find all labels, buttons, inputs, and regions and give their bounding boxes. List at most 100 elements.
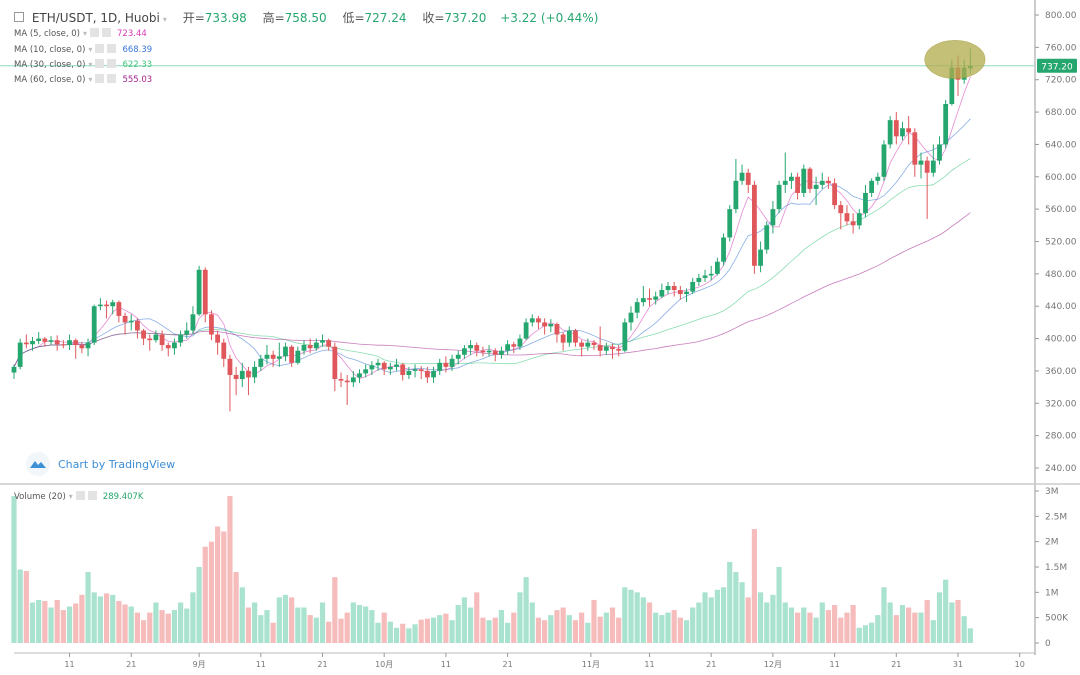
candle-body xyxy=(826,180,831,184)
chevron-down-icon[interactable]: ▾ xyxy=(88,45,93,54)
candle-body xyxy=(209,314,214,335)
candle-body xyxy=(764,225,770,250)
volume-bar xyxy=(690,607,696,643)
candle-body xyxy=(326,340,332,347)
ma30-legend[interactable]: MA (30, close, 0) ▾ 622.33 xyxy=(14,59,152,70)
volume-bar xyxy=(869,622,875,643)
close-icon[interactable] xyxy=(107,59,117,68)
ma5-legend[interactable]: MA (5, close, 0) ▾ 723.44 xyxy=(14,28,147,39)
candle-body xyxy=(67,340,72,346)
candle-body xyxy=(283,346,288,357)
settings-icon[interactable] xyxy=(75,491,85,500)
candle-body xyxy=(912,132,918,165)
candle-body xyxy=(801,168,807,193)
candle-body xyxy=(202,269,208,315)
volume-bar xyxy=(208,541,215,643)
candle-body xyxy=(313,342,319,349)
volume-bar xyxy=(727,561,733,643)
volume-bar xyxy=(511,612,517,643)
volume-bar xyxy=(535,617,542,643)
candle-body xyxy=(135,320,140,331)
candle-body xyxy=(320,340,325,343)
candle-body xyxy=(770,209,776,226)
candle-body xyxy=(60,344,66,346)
candle-body xyxy=(887,120,893,145)
tradingview-watermark[interactable]: Chart by TradingView xyxy=(26,452,175,476)
candle-body xyxy=(573,330,578,343)
volume-bar xyxy=(887,602,893,643)
price-tick-label: 480.00 xyxy=(1045,270,1077,280)
settings-icon[interactable] xyxy=(95,44,105,53)
symbol-title[interactable]: ETH/USDT, 1D, Huobi xyxy=(31,11,160,25)
settings-icon[interactable] xyxy=(95,59,105,68)
chevron-down-icon[interactable]: ▾ xyxy=(88,75,93,84)
price-tick-label: 320.00 xyxy=(1045,399,1077,409)
candle-body xyxy=(838,205,844,214)
candle-body xyxy=(869,180,875,193)
candle-body xyxy=(412,369,418,371)
time-tick-label: 21 xyxy=(706,660,716,669)
volume-bar xyxy=(881,587,887,643)
volume-bar xyxy=(486,620,492,643)
candle-body xyxy=(610,346,615,350)
candle-body xyxy=(807,168,813,189)
volume-bar xyxy=(264,610,270,643)
close-icon[interactable] xyxy=(107,44,117,53)
candle-body xyxy=(906,128,912,133)
candle-body xyxy=(881,144,887,177)
candle-body xyxy=(579,342,585,347)
price-tick-label: 640.00 xyxy=(1045,140,1077,150)
ma10-legend[interactable]: MA (10, close, 0) ▾ 668.39 xyxy=(14,44,152,55)
chevron-down-icon[interactable]: ▾ xyxy=(83,29,88,38)
candle-body xyxy=(566,330,572,343)
volume-bar xyxy=(363,606,369,643)
volume-bar xyxy=(270,622,276,643)
candle-body xyxy=(739,172,745,181)
chevron-down-icon[interactable]: ▾ xyxy=(68,492,73,501)
chevron-down-icon[interactable]: ▾ xyxy=(88,60,93,69)
volume-bar xyxy=(782,602,788,643)
candle-body xyxy=(215,334,221,343)
time-tick-label: 21 xyxy=(891,660,901,669)
candle-body xyxy=(517,338,523,347)
volume-bar xyxy=(646,602,653,643)
candle-body xyxy=(153,334,159,341)
volume-bar xyxy=(190,592,196,643)
volume-tick-label: 2.5M xyxy=(1045,512,1067,522)
candle-body xyxy=(227,358,233,375)
volume-bar xyxy=(116,600,122,643)
close-value: 737.20 xyxy=(444,11,487,25)
ma60-legend[interactable]: MA (60, close, 0) ▾ 555.03 xyxy=(14,74,152,85)
candle-body xyxy=(233,374,239,380)
close-icon[interactable] xyxy=(107,74,117,83)
volume-bar xyxy=(628,589,634,643)
volume-bar xyxy=(252,602,258,643)
volume-bar xyxy=(387,621,393,643)
chevron-down-icon[interactable]: ▾ xyxy=(162,15,167,24)
time-tick-label: 11 xyxy=(256,660,266,669)
candle-body xyxy=(85,342,91,349)
close-icon[interactable] xyxy=(87,491,97,500)
volume-bar xyxy=(332,577,338,643)
settings-icon[interactable] xyxy=(90,28,100,37)
volume-bar xyxy=(591,599,597,643)
last-price-label: 737.20 xyxy=(1041,62,1073,72)
volume-bar xyxy=(437,615,443,643)
close-icon[interactable] xyxy=(102,28,112,37)
candle-body xyxy=(628,312,634,323)
volume-bar xyxy=(967,628,973,643)
settings-icon[interactable] xyxy=(95,74,105,83)
candle-body xyxy=(782,180,788,185)
volume-value: 289.407K xyxy=(102,492,144,502)
volume-bar xyxy=(17,569,23,643)
volume-bar xyxy=(844,612,850,643)
volume-legend[interactable]: Volume (20) ▾ 289.407K xyxy=(14,491,144,502)
candle-body xyxy=(523,322,529,339)
volume-bar xyxy=(739,582,745,643)
volume-bar xyxy=(11,496,17,643)
high-value: 758.50 xyxy=(284,11,327,25)
volume-bar xyxy=(177,602,184,643)
collapse-icon[interactable] xyxy=(14,12,24,22)
candle-body xyxy=(776,184,782,210)
